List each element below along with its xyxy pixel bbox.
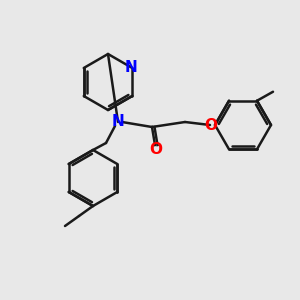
Text: N: N	[112, 115, 124, 130]
Text: O: O	[205, 118, 218, 133]
Text: O: O	[149, 142, 163, 157]
Text: N: N	[125, 61, 138, 76]
